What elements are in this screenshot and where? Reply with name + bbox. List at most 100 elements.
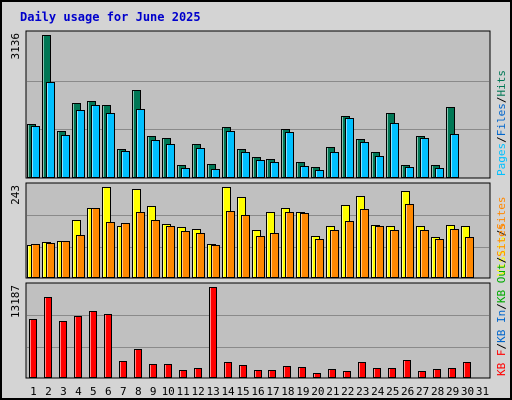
bar-files-day-17 <box>270 162 279 178</box>
bar-kb-f-day-10 <box>164 364 172 378</box>
bar-files-day-8 <box>136 109 145 178</box>
bar-sites-day-17 <box>270 233 279 278</box>
bar-sites-day-30 <box>465 237 474 278</box>
bar-files-day-5 <box>91 105 100 178</box>
bar-files-day-12 <box>196 148 205 178</box>
x-tick-label: 24 <box>371 385 385 398</box>
bar-sites-day-8 <box>136 212 145 278</box>
side-legend-part: / <box>495 230 508 237</box>
bar-kb-f-day-26 <box>403 360 411 378</box>
bar-files-day-15 <box>241 152 250 178</box>
x-tick-label: 31 <box>476 385 489 398</box>
bar-kb-f-day-27 <box>418 371 426 378</box>
bar-sites-day-4 <box>76 235 85 278</box>
bar-files-day-27 <box>420 138 429 178</box>
y-max-label-visits: 243 <box>9 185 22 205</box>
chart-panels: 3136Pages/Files/Hits243Visits/Sites13187… <box>9 30 508 379</box>
bar-kb-f-day-15 <box>239 365 247 378</box>
bar-files-day-6 <box>106 113 115 178</box>
x-tick-label: 27 <box>416 385 429 398</box>
bar-sites-day-25 <box>390 230 399 278</box>
bar-files-day-3 <box>61 135 70 178</box>
bar-kb-f-day-12 <box>194 368 202 378</box>
bar-files-day-23 <box>360 142 369 178</box>
side-legend-part: / <box>495 303 508 310</box>
bar-sites-day-3 <box>61 241 70 278</box>
bar-sites-day-27 <box>420 230 429 278</box>
x-tick-label: 18 <box>281 385 294 398</box>
bar-files-day-9 <box>151 140 160 178</box>
bar-sites-day-23 <box>360 209 369 278</box>
bar-sites-day-2 <box>46 243 55 278</box>
side-legend-part: Pages <box>495 143 508 176</box>
x-tick-label: 19 <box>296 385 309 398</box>
bar-sites-day-1 <box>31 244 40 278</box>
bar-sites-day-21 <box>330 230 339 278</box>
x-tick-label: 8 <box>135 385 142 398</box>
bar-sites-day-7 <box>121 223 130 278</box>
side-legend-kbytes: KB F/KB In/KB Out/Sites <box>495 224 508 376</box>
x-tick-label: 16 <box>251 385 264 398</box>
x-tick-label: 21 <box>326 385 339 398</box>
bar-sites-day-22 <box>345 221 354 278</box>
side-legend-part: / <box>495 343 508 350</box>
bar-files-day-21 <box>330 152 339 178</box>
bar-sites-day-10 <box>166 226 175 278</box>
bar-kb-f-day-2 <box>44 297 52 378</box>
bar-kb-f-day-6 <box>104 314 112 378</box>
bar-sites-day-6 <box>106 222 115 278</box>
bar-sites-day-29 <box>450 229 459 278</box>
bar-sites-day-15 <box>241 215 250 278</box>
side-legend-part: Sites <box>495 197 508 230</box>
x-tick-label: 28 <box>431 385 444 398</box>
bar-files-day-24 <box>375 156 384 178</box>
side-legend-part: / <box>495 97 508 104</box>
bar-kb-f-day-18 <box>283 366 291 378</box>
bar-sites-day-28 <box>435 239 444 278</box>
x-tick-label: 13 <box>206 385 219 398</box>
bar-kb-f-day-22 <box>343 371 351 378</box>
x-tick-label: 1 <box>30 385 37 398</box>
x-tick-label: 15 <box>236 385 249 398</box>
chart-title: Daily usage for June 2025 <box>20 10 201 24</box>
bar-kb-f-day-7 <box>119 361 127 378</box>
bar-files-day-13 <box>211 169 220 178</box>
bar-sites-day-14 <box>226 211 235 278</box>
side-legend-part: / <box>495 136 508 143</box>
bar-kb-f-day-11 <box>179 370 187 378</box>
bar-kb-f-day-24 <box>373 368 381 378</box>
side-legend-part: Visits <box>495 236 508 276</box>
bar-kb-f-day-9 <box>149 364 157 378</box>
bar-kb-f-day-13 <box>209 287 217 378</box>
side-legend-part: KB F <box>495 350 508 377</box>
x-tick-label: 5 <box>90 385 97 398</box>
x-tick-label: 20 <box>311 385 324 398</box>
x-tick-label: 4 <box>75 385 82 398</box>
bar-kb-f-day-29 <box>448 368 456 378</box>
x-tick-label: 30 <box>461 385 474 398</box>
x-tick-label: 25 <box>386 385 399 398</box>
bar-sites-day-11 <box>181 231 190 278</box>
bar-sites-day-16 <box>256 236 265 278</box>
side-legend-part: Hits <box>495 70 508 97</box>
bar-files-day-22 <box>345 118 354 178</box>
bar-kb-f-day-8 <box>134 349 142 378</box>
bar-files-day-20 <box>315 170 324 178</box>
x-tick-label: 14 <box>221 385 235 398</box>
x-tick-label: 12 <box>192 385 205 398</box>
bar-kb-f-day-3 <box>59 321 67 378</box>
x-tick-label: 9 <box>150 385 157 398</box>
bar-sites-day-9 <box>151 220 160 278</box>
bar-files-day-28 <box>435 168 444 178</box>
bar-files-day-19 <box>300 166 309 178</box>
x-tick-label: 26 <box>401 385 414 398</box>
bar-kb-f-day-5 <box>89 311 97 378</box>
bar-sites-day-26 <box>405 204 414 278</box>
bar-sites-day-19 <box>300 213 309 278</box>
side-legend-hits: Pages/Files/Hits <box>495 70 508 176</box>
x-tick-label: 3 <box>60 385 67 398</box>
x-tick-label: 10 <box>162 385 175 398</box>
